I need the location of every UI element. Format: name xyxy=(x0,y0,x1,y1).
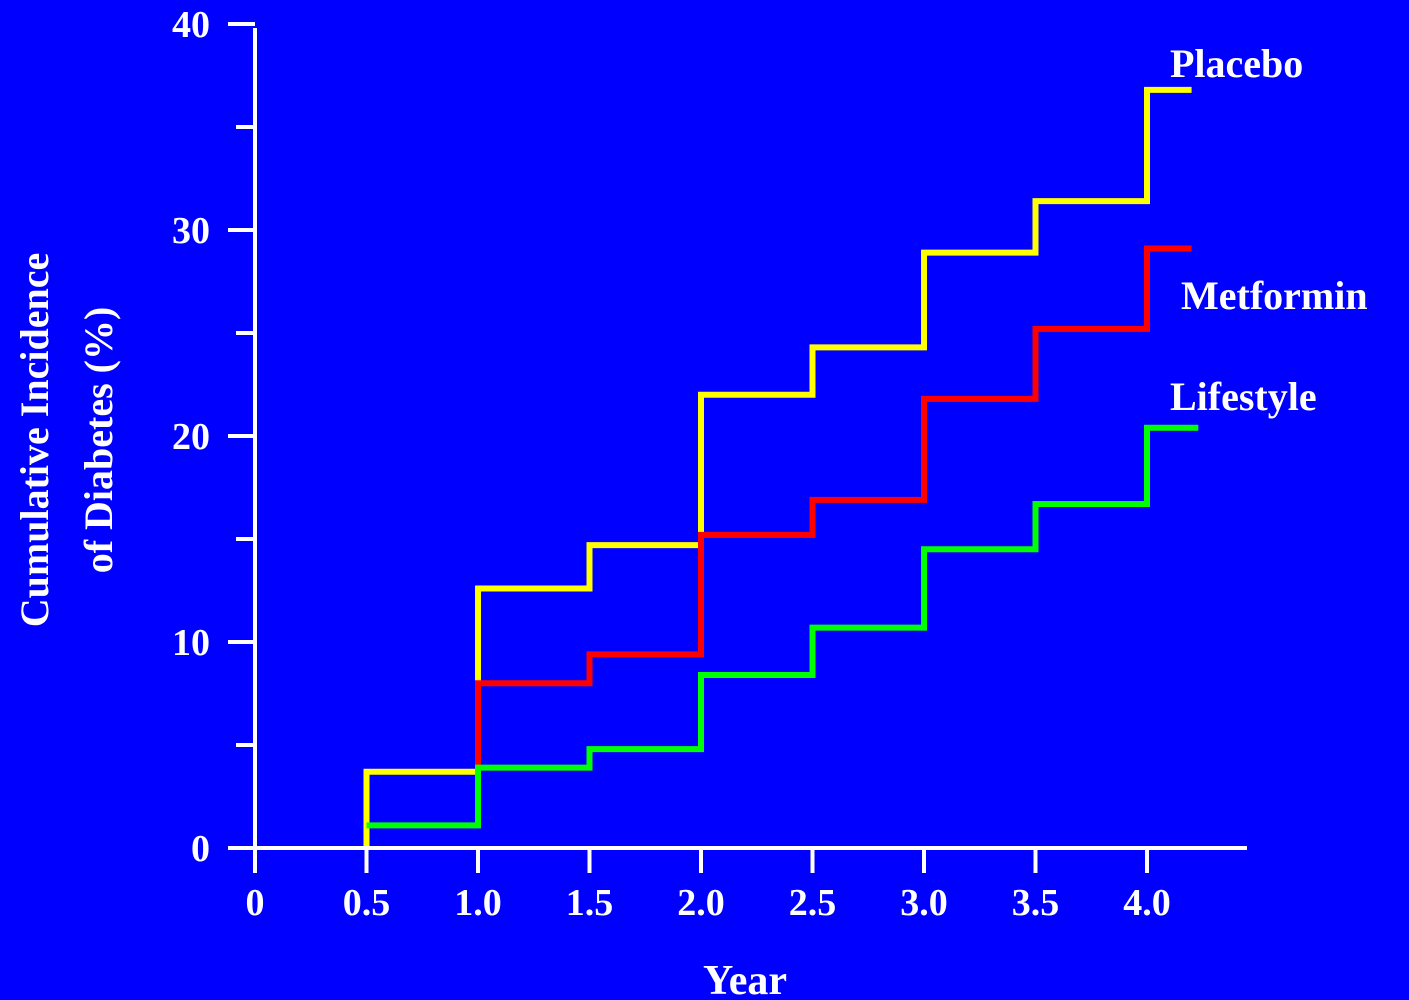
series-line-lifestyle xyxy=(366,424,1199,829)
x-tick-label: 3.0 xyxy=(900,882,948,924)
series-line-placebo xyxy=(363,86,1192,848)
x-axis-title: Year xyxy=(703,958,787,1000)
x-tick-label: 2.0 xyxy=(677,882,725,924)
series-line-metformin xyxy=(475,245,1192,772)
y-tick-label: 30 xyxy=(172,210,210,252)
x-tick-label: 0 xyxy=(246,882,265,924)
y-axis-title-line-2: of Diabetes (%) xyxy=(76,307,121,574)
axes xyxy=(230,28,1247,850)
series-layer xyxy=(363,86,1199,848)
series-label-metformin: Metformin xyxy=(1181,273,1368,318)
x-tick-label: 2.5 xyxy=(789,882,837,924)
x-tick-label: 4.0 xyxy=(1123,882,1171,924)
y-tick-label: 0 xyxy=(191,828,210,870)
y-tick-label: 10 xyxy=(172,622,210,664)
series-label-placebo: Placebo xyxy=(1170,41,1303,86)
series-label-lifestyle: Lifestyle xyxy=(1170,374,1317,419)
x-tick-label: 3.5 xyxy=(1012,882,1060,924)
ticks: 0 10 20 30 40 0 0.5 1.0 1.5 2.0 2.5 3.0 3.5 4.0 xyxy=(172,4,1171,924)
x-tick-label: 0.5 xyxy=(343,882,391,924)
x-tick-label: 1.0 xyxy=(454,882,502,924)
y-tick-label: 40 xyxy=(172,4,210,46)
x-tick-label: 1.5 xyxy=(566,882,614,924)
y-axis-title-line-1: Cumulative Incidence xyxy=(12,253,57,627)
y-tick-label: 20 xyxy=(172,416,210,458)
series-labels: Placebo Metformin Lifestyle xyxy=(1170,41,1368,419)
